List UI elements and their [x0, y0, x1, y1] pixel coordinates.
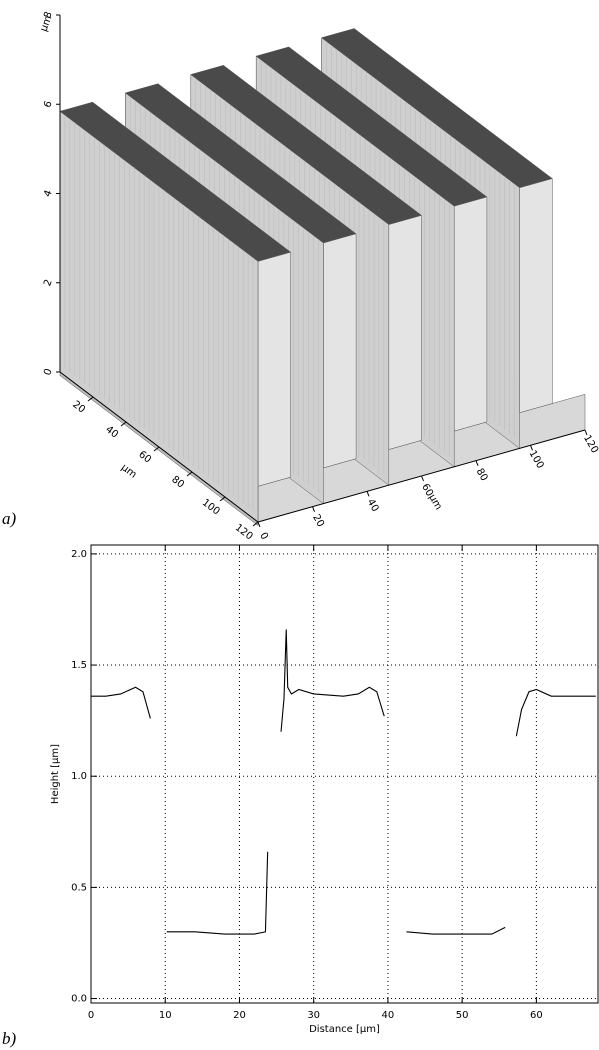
x-tick [476, 461, 478, 466]
panel-label: b) [2, 1029, 17, 1048]
x-axis-label: μm [426, 493, 444, 512]
z-tick-label: 0 [42, 367, 55, 377]
figure: a) b) 02468μm20406080100120μm02040608010… [0, 0, 599, 1050]
x-tick-label: 0 [88, 1010, 94, 1021]
z-tick-label: 4 [42, 189, 55, 199]
x-tick-label: 100 [527, 449, 546, 471]
y-tick-label: 60 [136, 449, 153, 465]
y-tick-label: 2.0 [71, 549, 87, 560]
x-tick [367, 491, 369, 496]
y-tick-label: 1.0 [71, 771, 87, 782]
x-tick-label: 0 [257, 531, 270, 542]
x-tick-label: 40 [382, 1010, 395, 1021]
plot-frame [91, 545, 598, 1003]
y-tick-label: 120 [233, 522, 255, 542]
ridge-end [389, 215, 422, 449]
x-axis-label: Distance [μm] [309, 1024, 380, 1035]
ridge-end [520, 179, 553, 413]
y-axis-label: Height [μm] [50, 744, 61, 804]
page: a) b) 02468μm20406080100120μm02040608010… [0, 0, 599, 1050]
y-axis-label: μm [119, 462, 138, 480]
z-tick-label: 2 [42, 278, 55, 288]
x-tick [258, 522, 260, 527]
x-tick-label: 20 [233, 1010, 246, 1021]
x-tick-label: 20 [310, 513, 326, 530]
x-tick-label: 40 [365, 497, 381, 514]
ridge-end [454, 197, 487, 431]
x-tick-label: 80 [474, 467, 490, 484]
x-tick-label: 10 [159, 1010, 172, 1021]
ridge-end [258, 252, 291, 486]
x-tick [422, 476, 424, 481]
y-tick-label: 100 [200, 497, 222, 517]
y-tick-label: 1.5 [71, 660, 87, 671]
data-line [91, 629, 596, 934]
panel-label: a) [2, 509, 17, 528]
y-tick-label: 40 [103, 424, 120, 440]
x-tick-label: 30 [307, 1010, 320, 1021]
x-tick [585, 430, 587, 435]
y-tick-label: 80 [169, 474, 186, 490]
z-tick-label: 6 [42, 100, 55, 110]
x-tick [313, 507, 315, 512]
y-tick-label: 0.0 [71, 994, 87, 1005]
x-tick-label: 50 [456, 1010, 469, 1021]
y-tick-label: 0.5 [71, 882, 87, 893]
y-tick-label: 20 [70, 399, 87, 415]
x-tick-label: 120 [581, 433, 599, 455]
x-tick-label: 60 [530, 1010, 543, 1021]
x-tick [531, 445, 533, 450]
ridge-end [323, 234, 356, 468]
